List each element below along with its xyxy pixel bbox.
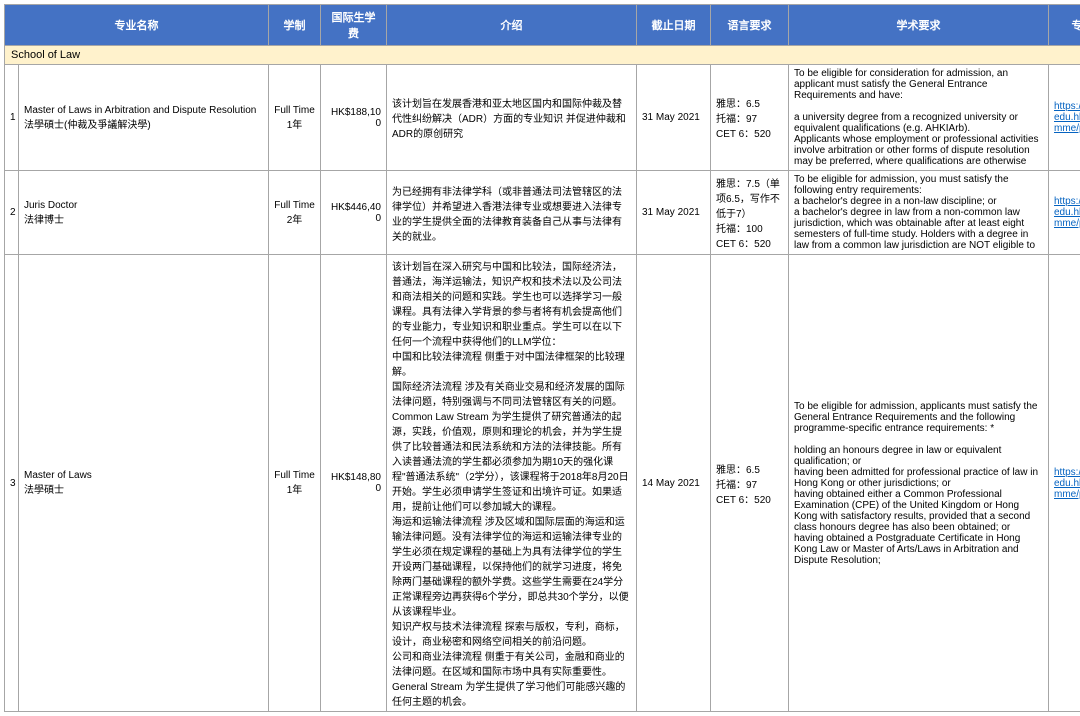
deadline: 31 May 2021 xyxy=(637,171,711,255)
tuition-fee: HK$148,800 xyxy=(321,255,387,712)
row-index: 3 xyxy=(5,255,19,712)
link-cell: https://www.cityu.edu.hk/pg/programme/p4… xyxy=(1049,171,1080,255)
academic-req: To be eligible for consideration for adm… xyxy=(789,65,1049,171)
section-row: School of Law xyxy=(5,46,1080,65)
program-name: Master of Laws in Arbitration and Disput… xyxy=(19,65,269,171)
table-row: 3Master of Laws 法學碩士Full Time 1年HK$148,8… xyxy=(5,255,1080,712)
study-mode: Full Time 1年 xyxy=(269,65,321,171)
study-mode: Full Time 2年 xyxy=(269,171,321,255)
col-header-deadline: 截止日期 xyxy=(637,5,711,46)
program-intro: 为已经拥有非法律学科（或非普通法司法管辖区的法律学位）并希望进入香港法律专业或想… xyxy=(387,171,637,255)
header-row: 专业名称 学制 国际生学费 介绍 截止日期 语言要求 学术要求 专业链接 xyxy=(5,5,1080,46)
program-intro: 该计划旨在发展香港和亚太地区国内和国际仲裁及替代性纠纷解决（ADR）方面的专业知… xyxy=(387,65,637,171)
study-mode: Full Time 1年 xyxy=(269,255,321,712)
program-link[interactable]: https://www.cityu.edu.hk/pg/programme/p4… xyxy=(1054,101,1080,134)
program-name: Master of Laws 法學碩士 xyxy=(19,255,269,712)
row-index: 1 xyxy=(5,65,19,171)
academic-req: To be eligible for admission, applicants… xyxy=(789,255,1049,712)
col-header-mode: 学制 xyxy=(269,5,321,46)
program-name: Juris Doctor 法律博士 xyxy=(19,171,269,255)
academic-req: To be eligible for admission, you must s… xyxy=(789,171,1049,255)
deadline: 31 May 2021 xyxy=(637,65,711,171)
table-body: School of Law 1Master of Laws in Arbitra… xyxy=(5,46,1080,712)
program-link[interactable]: https://www.cityu.edu.hk/pg/programme/p4… xyxy=(1054,467,1080,500)
col-header-name: 专业名称 xyxy=(5,5,269,46)
link-cell: https://www.cityu.edu.hk/pg/programme/p4… xyxy=(1049,65,1080,171)
col-header-acad: 学术要求 xyxy=(789,5,1049,46)
deadline: 14 May 2021 xyxy=(637,255,711,712)
program-intro: 该计划旨在深入研究与中国和比较法，国际经济法，普通法，海洋运输法，知识产权和技术… xyxy=(387,255,637,712)
language-req: 雅思：7.5（单项6.5，写作不低于7） 托福：100 CET 6：520 xyxy=(711,171,789,255)
language-req: 雅思：6.5 托福：97 CET 6：520 xyxy=(711,255,789,712)
tuition-fee: HK$446,400 xyxy=(321,171,387,255)
col-header-link: 专业链接 xyxy=(1049,5,1080,46)
link-cell: https://www.cityu.edu.hk/pg/programme/p4… xyxy=(1049,255,1080,712)
section-label: School of Law xyxy=(5,46,1080,65)
col-header-intro: 介绍 xyxy=(387,5,637,46)
law-programs-table: 专业名称 学制 国际生学费 介绍 截止日期 语言要求 学术要求 专业链接 Sch… xyxy=(4,4,1080,712)
tuition-fee: HK$188,100 xyxy=(321,65,387,171)
language-req: 雅思：6.5 托福：97 CET 6：520 xyxy=(711,65,789,171)
row-index: 2 xyxy=(5,171,19,255)
table-row: 2Juris Doctor 法律博士Full Time 2年HK$446,400… xyxy=(5,171,1080,255)
program-link[interactable]: https://www.cityu.edu.hk/pg/programme/p4… xyxy=(1054,196,1080,229)
col-header-lang: 语言要求 xyxy=(711,5,789,46)
table-row: 1Master of Laws in Arbitration and Dispu… xyxy=(5,65,1080,171)
col-header-fee: 国际生学费 xyxy=(321,5,387,46)
